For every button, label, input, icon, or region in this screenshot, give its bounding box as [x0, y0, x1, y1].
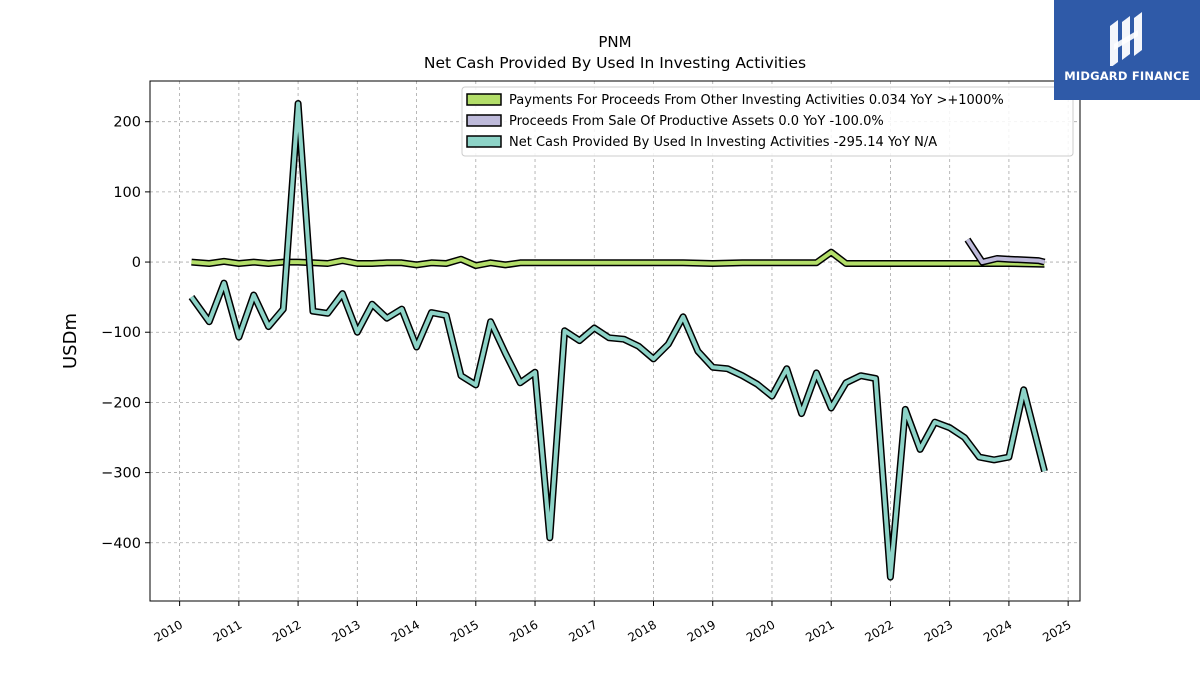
series-line-other-investing [191, 250, 1045, 268]
y-axis-label: USDm [60, 313, 81, 369]
y-tick-label: 0 [132, 255, 141, 271]
y-tick-label: −300 [101, 466, 141, 482]
x-tick-label: 2011 [211, 617, 244, 644]
legend: Payments For Proceeds From Other Investi… [461, 86, 1074, 157]
x-tick-label: 2023 [922, 617, 955, 644]
x-tick-label: 2010 [152, 617, 185, 644]
x-tick-label: 2017 [566, 617, 599, 644]
logo-text: MIDGARD FINANCE [1064, 69, 1190, 83]
y-tick-label: −200 [101, 395, 141, 411]
series-line-productive-assets [965, 238, 1045, 265]
legend-swatch-productive-assets [466, 114, 502, 127]
x-tick-label: 2025 [1040, 617, 1073, 644]
series-line-net-cash [189, 101, 1047, 580]
y-tick-label: 100 [113, 185, 141, 201]
x-tick-label: 2019 [685, 617, 718, 644]
logo-mark-icon [1110, 12, 1142, 66]
series-group [188, 100, 1048, 581]
brand-logo: MIDGARD FINANCE [1054, 0, 1200, 100]
plot-frame [149, 80, 1081, 602]
legend-frame [461, 86, 1074, 157]
x-tick-label: 2013 [329, 617, 362, 644]
x-tick-label: 2020 [744, 617, 777, 644]
y-tick-label: −400 [101, 536, 141, 552]
x-tick-label: 2018 [626, 617, 659, 644]
y-tick-label: 200 [113, 115, 141, 131]
x-tick-label: 2024 [981, 617, 1014, 644]
y-tick-label: −100 [101, 325, 141, 341]
x-tick-label: 2015 [448, 617, 481, 644]
x-tick-label: 2022 [862, 617, 895, 644]
legend-swatch-net-cash [466, 135, 502, 148]
x-tick-label: 2021 [803, 617, 836, 644]
legend-label-other-investing: Payments For Proceeds From Other Investi… [509, 93, 1004, 108]
x-tick-label: 2014 [389, 617, 422, 644]
x-tick-label: 2012 [270, 617, 303, 644]
axes: 2010 2011 2012 2013 2014 2015 2016 2017 2018 2019… [101, 115, 1073, 645]
chart-subtitle: Net Cash Provided By Used In Investing A… [424, 54, 806, 72]
legend-label-productive-assets: Proceeds From Sale Of Productive Assets … [509, 114, 884, 129]
legend-label-net-cash: Net Cash Provided By Used In Investing A… [509, 135, 937, 150]
chart-title: PNM [598, 33, 631, 51]
x-tick-label: 2016 [507, 617, 540, 644]
legend-swatch-other-investing [466, 93, 502, 106]
